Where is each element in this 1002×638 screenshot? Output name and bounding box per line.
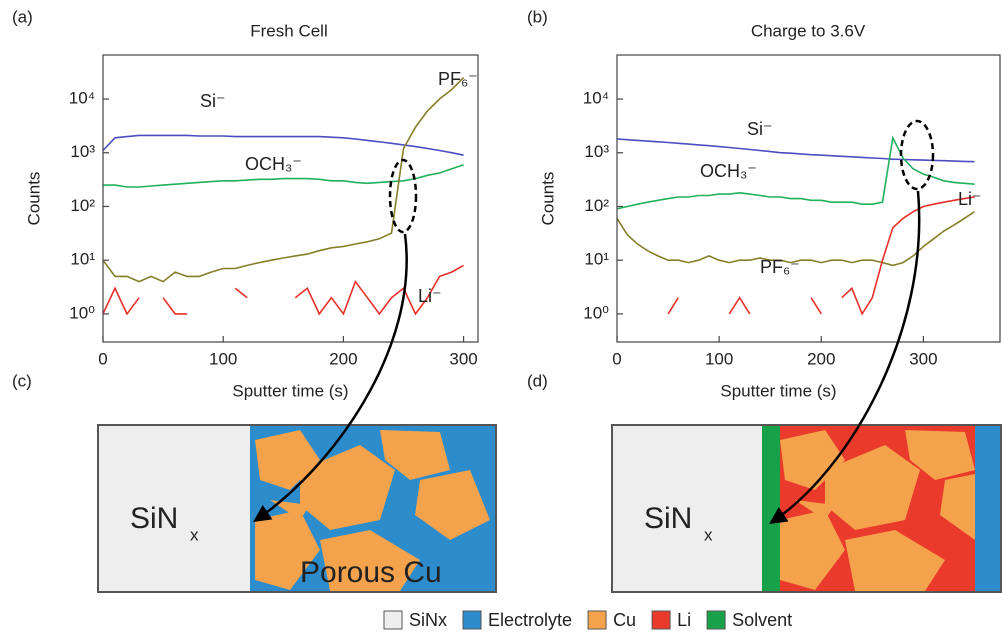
x-tick-label: 200 — [807, 349, 835, 368]
highlight-ellipse — [388, 158, 418, 234]
cu-particle — [845, 530, 945, 591]
cu-particles — [780, 430, 975, 591]
panel-label: (a) — [12, 7, 33, 26]
y-tick-label: 10² — [70, 196, 95, 215]
legend-swatch — [651, 610, 671, 630]
series-line — [616, 211, 975, 267]
series-label: OCH₃⁻ — [245, 154, 302, 174]
x-tick-label: 0 — [612, 349, 621, 368]
diagram-frame — [611, 424, 1002, 593]
series-label: PF₆⁻ — [760, 257, 800, 277]
legend-label: Cu — [613, 610, 636, 630]
y-tick-label: 10¹ — [70, 250, 95, 269]
series-line — [102, 264, 464, 316]
plot-frame — [102, 54, 479, 343]
substrate-label: SiN — [644, 502, 692, 535]
x-tick-label: 100 — [705, 349, 733, 368]
substrate-subscript: x — [704, 525, 713, 544]
y-axis-label: Counts — [24, 172, 43, 226]
y-tick-label: 10² — [584, 196, 609, 215]
series-label: Si⁻ — [747, 119, 773, 139]
legend-swatch — [383, 610, 403, 630]
arrow — [253, 233, 408, 522]
cu-particle — [270, 500, 310, 520]
cu-particle — [825, 445, 920, 530]
legend-label: SiNx — [409, 610, 447, 630]
y-tick-label: 10⁴ — [583, 89, 609, 108]
substrate-label: SiN — [130, 502, 178, 535]
substrate — [98, 425, 250, 592]
y-tick-label: 10³ — [584, 142, 609, 161]
charts: (a) Fresh Cell Sputter time (s) Counts 10⁰ 10… — [12, 7, 1001, 400]
substrate-subscript: x — [190, 525, 199, 544]
x-tick-label: 100 — [209, 349, 237, 368]
cu-particle — [905, 430, 975, 480]
cu-particles — [255, 430, 490, 591]
cu-particle — [780, 510, 845, 590]
cu-particle — [300, 445, 395, 530]
cu-particle — [940, 474, 975, 540]
cu-particle — [320, 530, 420, 591]
x-tick-label: 300 — [449, 349, 477, 368]
x-tick-label: 300 — [909, 349, 937, 368]
y-tick-label: 10⁴ — [69, 89, 95, 108]
substrate — [612, 425, 762, 592]
panel-label: (d) — [527, 371, 548, 390]
layer — [975, 425, 1001, 592]
series-label: PF₆⁻ — [438, 69, 478, 89]
legend-swatch — [462, 610, 482, 630]
legend-swatch — [706, 610, 726, 630]
x-tick-label: 0 — [98, 349, 107, 368]
y-tick-label: 10⁰ — [583, 303, 609, 322]
diagram-frame — [97, 424, 497, 593]
highlight-ellipse — [899, 119, 935, 191]
chart-title: Charge to 3.6V — [751, 21, 866, 40]
panel-label: (b) — [527, 7, 548, 26]
series-line — [667, 196, 975, 316]
series-label: Li⁻ — [958, 189, 982, 209]
plot-frame — [616, 54, 1001, 343]
series-label: OCH₃⁻ — [700, 161, 757, 181]
legend-swatch — [587, 610, 607, 630]
legend: SiNx Electrolyte Cu Li Solvent — [383, 610, 792, 630]
x-tick-label: 200 — [329, 349, 357, 368]
cu-particle — [255, 510, 320, 590]
y-axis-label: Counts — [538, 172, 557, 226]
panel-label: (c) — [12, 371, 32, 390]
series-line — [616, 135, 975, 210]
legend-label: Electrolyte — [488, 610, 572, 630]
layer — [762, 425, 780, 592]
y-tick-label: 10³ — [70, 142, 95, 161]
series-label: Si⁻ — [200, 91, 226, 111]
legend-label: Li — [677, 610, 691, 630]
series-line — [103, 163, 464, 188]
porous-label: Porous Cu — [300, 556, 442, 589]
arrow — [769, 190, 921, 524]
series-line — [616, 138, 975, 163]
x-axis-label: Sputter time (s) — [232, 381, 348, 400]
y-tick-label: 10⁰ — [69, 303, 95, 322]
cu-particle — [380, 430, 450, 480]
x-axis-label: Sputter time (s) — [720, 381, 836, 400]
diagrams: (c) SiN x Porous Cu (d) SiN x — [12, 371, 1002, 593]
series-line — [102, 134, 464, 156]
y-tick-label: 10¹ — [584, 250, 609, 269]
cu-particle — [415, 470, 490, 540]
cu-particle — [795, 500, 835, 520]
series-label: Li⁻ — [418, 286, 442, 306]
chart-title: Fresh Cell — [250, 21, 327, 40]
series-line — [102, 77, 465, 283]
legend-label: Solvent — [732, 610, 792, 630]
